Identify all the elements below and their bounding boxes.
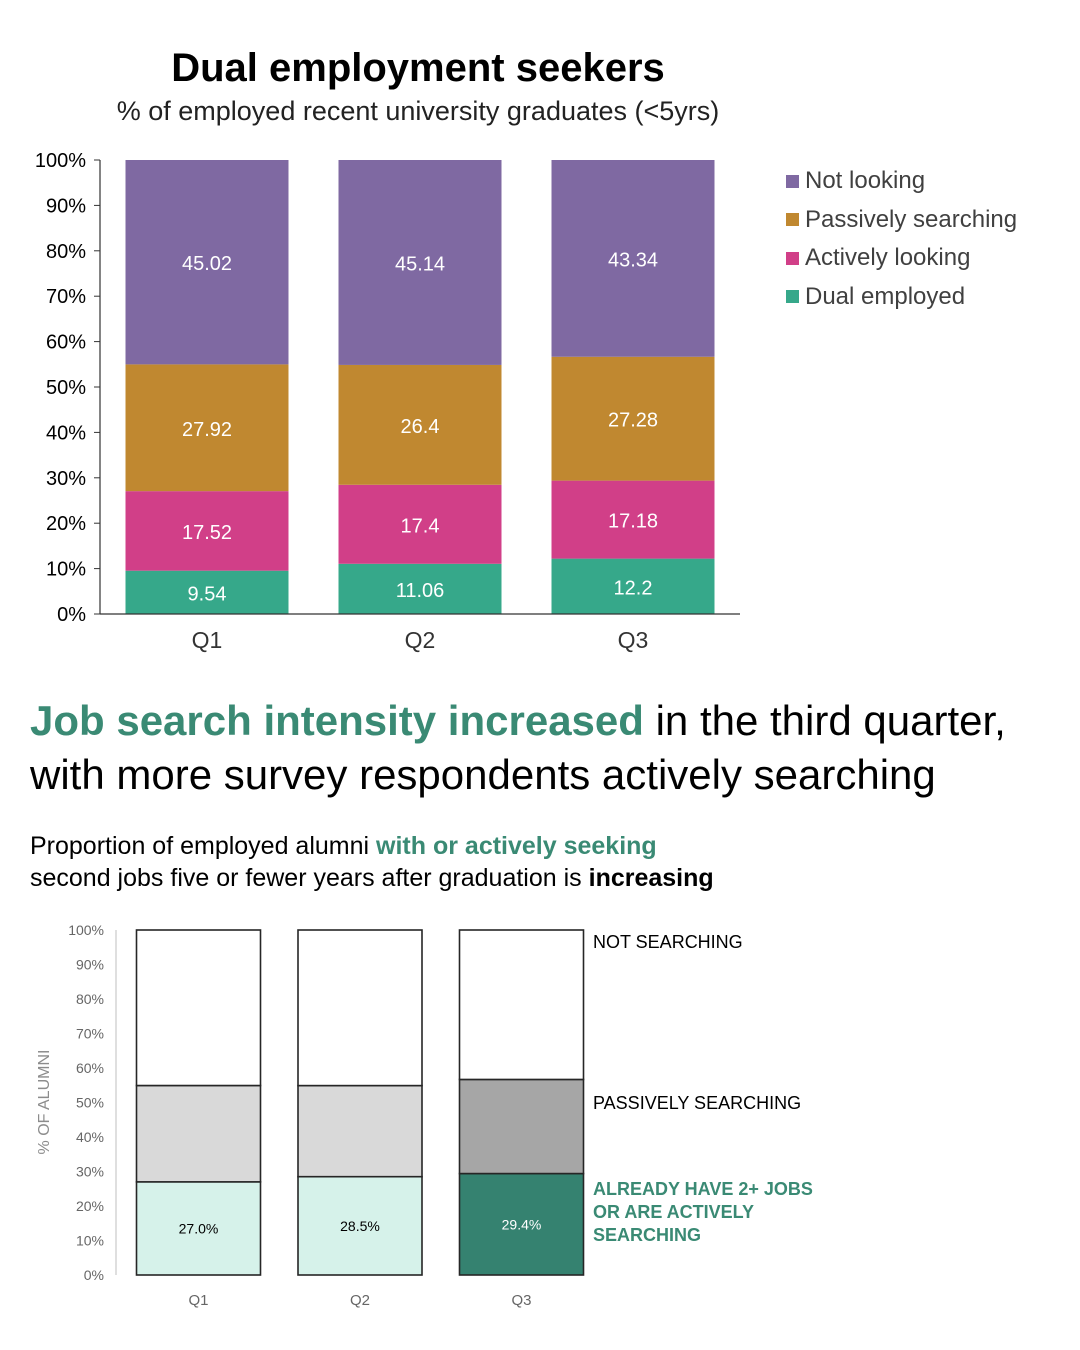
bar-dual-employed-q1 [125, 570, 289, 614]
chart2-label-not-searching: NOT SEARCHING [593, 932, 743, 952]
y-tick-label: 60% [46, 332, 86, 354]
bar-passively-searching-q1 [125, 364, 289, 492]
data-label-not-looking-q3: 43.34 [608, 249, 658, 271]
legend-label-dual-employed: Dual employed [805, 282, 966, 310]
data-label-q3: 29.4% [502, 1216, 542, 1232]
x-tick-label: Q1 [188, 1292, 208, 1309]
data-label-q2: 28.5% [340, 1218, 380, 1234]
legend-item-not-looking: Not looking [786, 162, 1017, 201]
y-tick-label: 90% [76, 957, 104, 973]
headline-rest-1: in the third quarter, [643, 697, 1006, 744]
data-label-actively-looking-q1: 17.52 [182, 522, 232, 544]
y-tick-label: 60% [76, 1060, 104, 1076]
subhead-accent: with or actively seeking [376, 832, 657, 860]
bar-segment-0-q3 [458, 1172, 585, 1276]
x-tick-label: Q3 [618, 627, 649, 653]
y-tick-label: 80% [46, 241, 86, 263]
legend-swatch-actively-looking [786, 251, 799, 265]
bar-passively-searching-q3 [551, 356, 715, 481]
chart2-plot: 0% 10% 20% 30% 40% 50% 60% 70% 80% 90% 100% % OF AL… [36, 922, 585, 1309]
bar-not-looking-q2 [338, 160, 502, 365]
data-label-dual-employed-q3: 12.2 [614, 577, 653, 599]
legend-swatch-dual-employed [786, 290, 799, 304]
subhead-part-2: second jobs five or fewer years after gr… [30, 864, 589, 892]
headline: Job search intensity increased in the th… [30, 694, 1060, 802]
y-tick-label: 70% [46, 286, 86, 308]
legend-label-passively-searching: Passively searching [805, 205, 1018, 233]
data-label-passively-searching-q2: 26.4 [401, 416, 440, 438]
x-tick-label: Q2 [405, 627, 436, 653]
y-tick-label: 0% [84, 1267, 104, 1283]
data-label-dual-employed-q2: 11.06 [396, 580, 445, 602]
bar-dual-employed-q2 [338, 563, 502, 614]
bar-actively-looking-q2 [338, 484, 502, 564]
chart2-label-active-line3: SEARCHING [593, 1225, 702, 1245]
chart1-legend: Not looking Passively searching Actively… [786, 162, 1017, 316]
bar-segment-2-q1 [135, 929, 262, 1087]
y-tick-label: 0% [57, 604, 86, 626]
bar-segment-1-q2 [297, 1084, 423, 1178]
data-label-passively-searching-q3: 27.28 [608, 410, 658, 432]
bar-actively-looking-q1 [125, 491, 289, 571]
y-tick-label: 30% [46, 468, 86, 490]
bar-segment-1-q1 [135, 1084, 262, 1183]
bar-dual-employed-q3 [551, 558, 715, 614]
legend-swatch-not-looking [786, 174, 799, 188]
bar-segment-0-q1 [135, 1181, 262, 1276]
chart1-subtitle: % of employed recent university graduate… [116, 96, 720, 126]
data-label-actively-looking-q2: 17.4 [401, 515, 440, 537]
bar-passively-searching-q2 [338, 364, 502, 485]
y-tick-label: 20% [76, 1198, 104, 1214]
y-tick-label: 90% [46, 195, 86, 217]
bar-not-looking-q1 [125, 160, 289, 365]
bar-segment-1-q3 [458, 1078, 585, 1175]
y-tick-label: 10% [46, 559, 86, 581]
chart2-label-passively-searching: PASSIVELY SEARCHING [593, 1093, 802, 1113]
y-tick-label: 20% [46, 513, 86, 535]
y-tick-label: 80% [76, 991, 104, 1007]
bar-not-looking-q3 [551, 160, 715, 357]
chart1-plot: 0% 10% 20% 30% 40% 50% 60% 70% 80% 90% 100% 9.54 17.… [35, 150, 740, 653]
y-axis-label: % OF ALUMNI [36, 1050, 53, 1155]
legend-item-passively-searching: Passively searching [786, 201, 1017, 240]
x-tick-label: Q3 [511, 1292, 531, 1309]
subheading: Proportion of employed alumni with or ac… [30, 830, 1060, 894]
bar-segment-0-q2 [297, 1175, 423, 1276]
data-label-passively-searching-q1: 27.92 [182, 419, 232, 441]
y-tick-label: 100% [35, 150, 86, 172]
headline-rest-2: with more survey respondents actively se… [30, 751, 936, 798]
chart2-label-active-line1: ALREADY HAVE 2+ JOBS [593, 1179, 813, 1199]
legend-label-not-looking: Not looking [805, 167, 926, 195]
x-tick-label: Q2 [350, 1292, 370, 1309]
bar-actively-looking-q3 [551, 480, 715, 559]
headline-accent: Job search intensity increased [30, 697, 644, 744]
chart2-label-active: ALREADY HAVE 2+ JOBS OR ARE ACTIVELY SEA… [593, 1178, 853, 1247]
subhead-part-1: Proportion of employed alumni [30, 832, 377, 860]
y-tick-label: 50% [46, 377, 86, 399]
chart2-label-active-line2: OR ARE ACTIVELY [593, 1202, 755, 1222]
legend-item-actively-looking: Actively looking [786, 239, 1017, 278]
legend-item-dual-employed: Dual employed [786, 278, 1017, 317]
y-tick-label: 70% [76, 1026, 104, 1042]
data-label-dual-employed-q1: 9.54 [188, 583, 227, 605]
legend-swatch-passively-searching [786, 213, 799, 227]
y-tick-label: 40% [46, 422, 86, 444]
subhead-bold: increasing [588, 864, 714, 892]
data-label-not-looking-q2: 45.14 [395, 253, 445, 275]
y-tick-label: 40% [76, 1129, 104, 1145]
bar-segment-2-q3 [458, 929, 585, 1081]
legend-label-actively-looking: Actively looking [805, 244, 971, 272]
y-tick-label: 50% [76, 1095, 104, 1111]
data-label-actively-looking-q3: 17.18 [608, 511, 658, 533]
bar-segment-2-q2 [297, 929, 423, 1087]
y-tick-label: 30% [76, 1164, 104, 1180]
chart1-title: Dual employment seekers [171, 46, 665, 90]
data-label-q1: 27.0% [179, 1220, 219, 1236]
x-tick-label: Q1 [192, 627, 223, 653]
y-tick-label: 10% [76, 1233, 104, 1249]
data-label-not-looking-q1: 45.02 [182, 253, 232, 275]
y-tick-label: 100% [68, 922, 104, 938]
